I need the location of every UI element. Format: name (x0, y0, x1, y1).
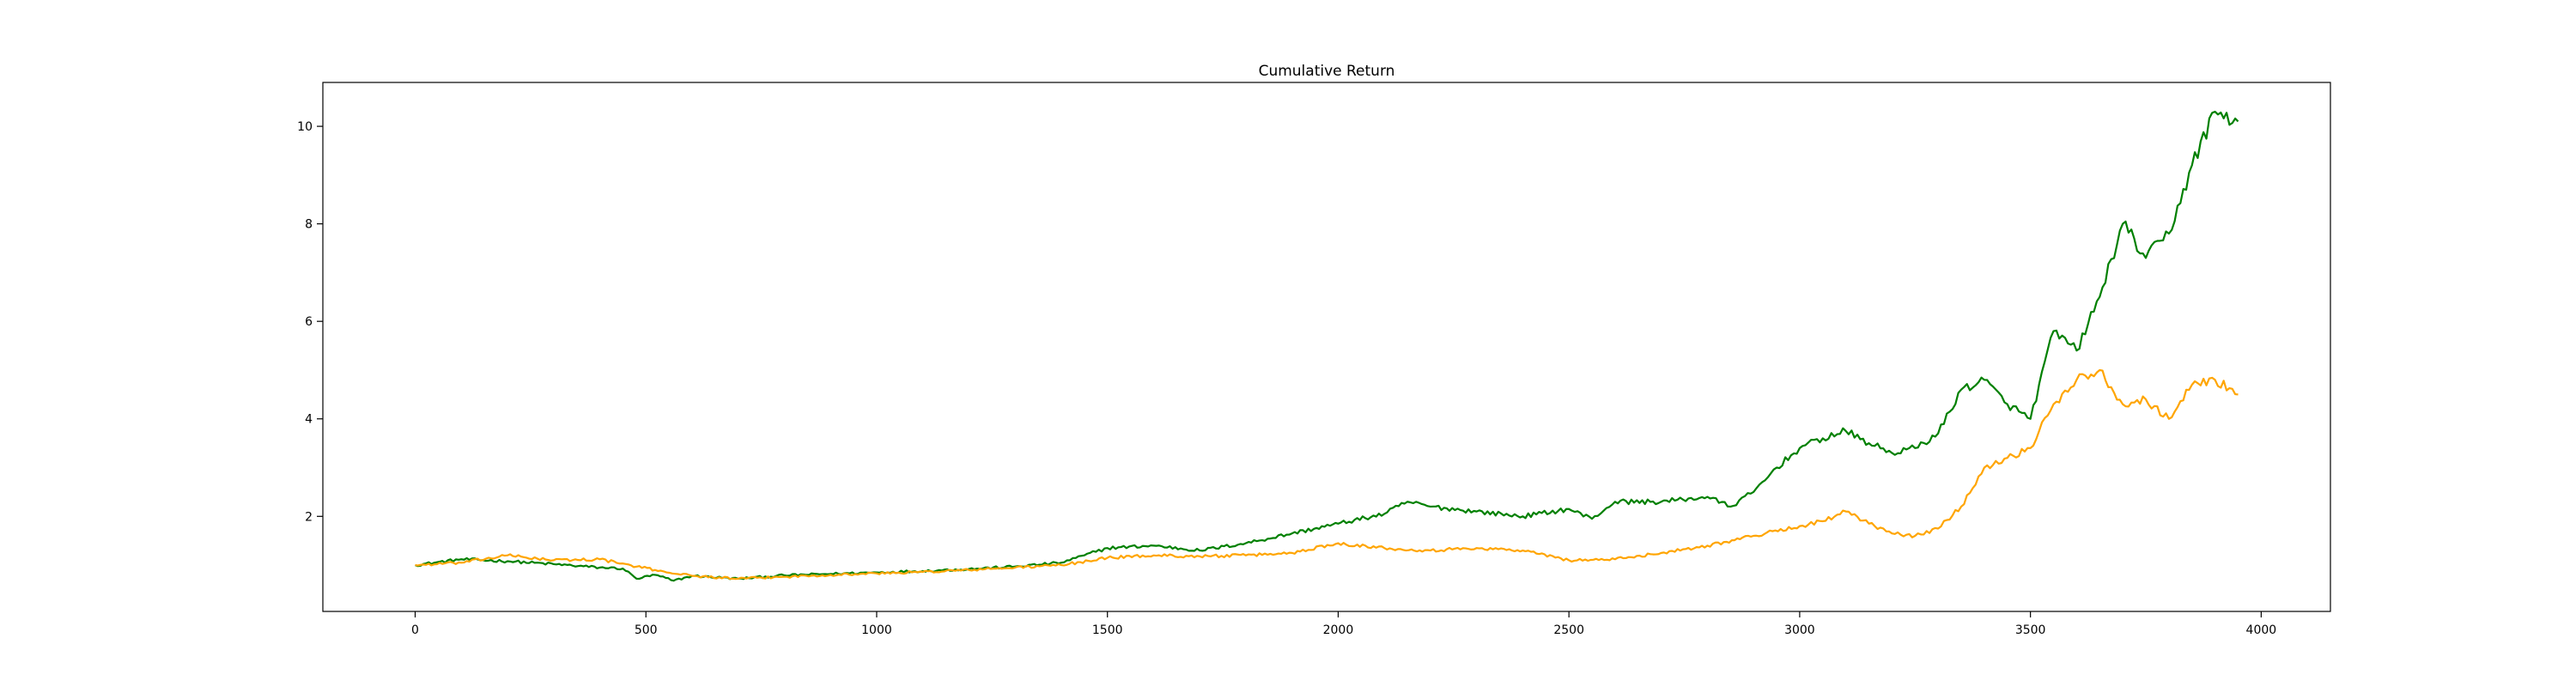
x-tick-label: 3500 (2015, 623, 2046, 637)
y-axis: 2 4 6 8 10 (297, 120, 323, 524)
chart-title: Cumulative Return (1259, 63, 1395, 80)
x-tick-label: 2000 (1323, 623, 1354, 637)
x-tick-label: 4000 (2246, 623, 2277, 637)
x-tick-label: 1000 (861, 623, 892, 637)
x-tick-label: 500 (635, 623, 658, 637)
x-axis: 0 500 1000 1500 2000 2500 3000 3500 4000 (411, 611, 2276, 637)
y-tick-label: 8 (305, 218, 313, 232)
x-tick-label: 0 (411, 623, 419, 637)
y-tick-label: 6 (305, 315, 313, 329)
y-tick-label: 4 (305, 413, 313, 427)
x-tick-label: 1500 (1092, 623, 1123, 637)
series-green-line (415, 110, 2239, 582)
y-tick-label: 2 (305, 510, 313, 524)
y-tick-label: 10 (297, 120, 313, 134)
plot-frame (322, 82, 2331, 612)
x-tick-label: 2500 (1553, 623, 1584, 637)
series-layer (415, 110, 2239, 582)
series-orange-line (415, 368, 2239, 581)
x-tick-label: 3000 (1784, 623, 1815, 637)
